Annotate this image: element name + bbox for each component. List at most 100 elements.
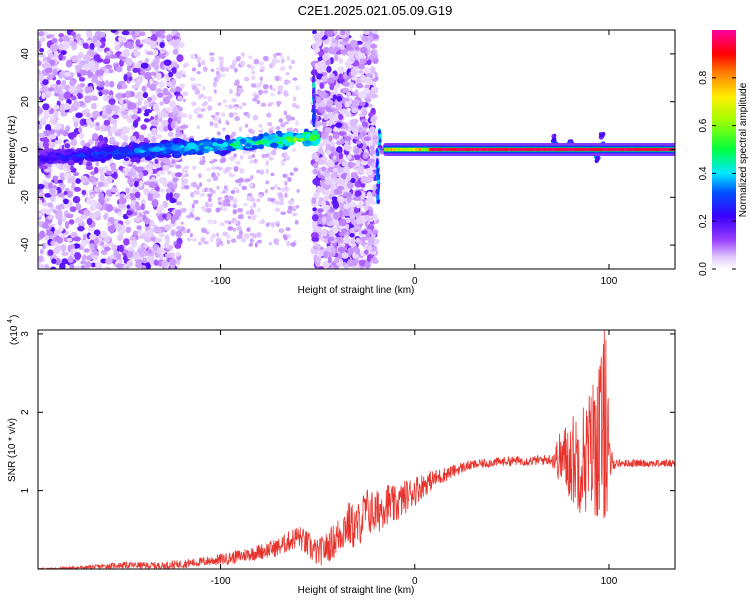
heatmap-cell [157,154,166,158]
heatmap-cell [63,35,69,43]
heatmap-cell [250,83,257,88]
heatmap-cell [350,178,356,184]
heatmap-cell [274,201,281,205]
heatmap-cell [191,101,197,107]
heatmap-cell [230,189,236,195]
heatmap-cell [286,116,291,122]
heatmap-cell [75,178,81,184]
heatmap-cell [127,171,134,177]
heatmap-cell [203,241,209,245]
heatmap-cell [163,73,169,78]
heatmap-cell [354,247,361,255]
heatmap-cell [195,106,202,112]
heatmap-cell [104,246,111,252]
heatmap-cell [264,188,268,194]
heatmap-cell [366,228,372,235]
heatmap-cell [91,110,100,118]
heatmap-cell [58,37,64,43]
heatmap-cell [119,244,124,253]
heatmap-cell [135,77,142,86]
heatmap-cell [209,160,215,164]
heatmap-cell [189,138,195,142]
heatmap-cell [335,235,343,241]
heatmap-cell [357,63,365,70]
heatmap-cell [225,199,231,204]
heatmap-cell [233,153,237,158]
heatmap-cell [284,121,289,125]
heatmap-cell [102,89,110,95]
heatmap-cell [215,207,221,213]
heatmap-cell [156,88,163,93]
heatmap-cell [315,121,322,127]
heatmap-cell [115,223,123,231]
heatmap-cell [322,216,327,224]
heatmap-cell [238,126,243,132]
heatmap-cell [69,86,77,92]
heatmap-cell [40,37,46,42]
heatmap-cell [228,195,234,200]
heatmap-cell [158,232,165,238]
heatmap-cell [117,203,126,209]
heatmap-cell [262,136,269,141]
heatmap-cell [103,119,111,126]
heatmap-cell [314,154,320,163]
heatmap-cell [85,112,92,118]
heatmap-cell [337,131,346,136]
heatmap-cell [38,53,46,58]
heatmap-cell [153,63,160,71]
heatmap-cell [144,218,151,225]
heatmap-cell [251,214,256,221]
heatmap-cell [42,140,49,149]
heatmap-cell [127,144,134,150]
heatmap-cell [190,53,196,60]
heatmap-cell [369,131,374,139]
heatmap-cell [99,199,105,206]
heatmap-cell [103,126,110,132]
heatmap-cell [121,103,129,110]
heatmap-cell [55,204,64,211]
heatmap-cell [150,40,156,49]
heatmap-cell [69,41,77,47]
heatmap-cell [90,199,98,208]
heatmap-cell [38,212,43,218]
heatmap-cell [224,220,230,224]
heatmap-cell [312,114,316,120]
heatmap-cell [360,74,365,82]
heatmap-cell [282,173,287,178]
heatmap-cell [349,233,355,238]
heatmap-cell [115,263,124,269]
heatmap-cell [360,175,369,184]
heatmap-cell [214,122,219,129]
heatmap-cell [346,91,352,98]
heatmap-cell [57,138,63,145]
heatmap-cell [343,237,351,244]
heatmap-cell [260,102,267,107]
heatmap-cell [96,80,101,87]
heatmap-cell [364,249,369,255]
heatmap-cell [126,41,134,47]
heatmap-cell [60,216,67,222]
heatmap-cell [319,143,324,148]
heatmap-cell [165,187,171,194]
heatmap-cell [103,214,108,220]
heatmap-cell [337,102,343,109]
heatmap-cell [170,121,176,129]
heatmap-cell [107,175,113,184]
heatmap-cell [351,107,359,114]
heatmap-cell [283,235,288,241]
heatmap-cell [212,219,217,225]
heatmap-cell [285,155,290,161]
heatmap-cell [340,49,348,54]
heatmap-cell [74,251,82,260]
heatmap-cell [230,238,237,243]
heatmap-cell [133,94,140,99]
heatmap-cell [132,67,139,73]
heatmap-cell [343,143,350,151]
heatmap-cell [38,149,44,155]
heatmap-cell [123,171,129,176]
heatmap-cell [121,114,129,120]
heatmap-cell [176,225,182,231]
heatmap-cell [221,150,231,154]
heatmap-cell [262,84,269,90]
heatmap-cell [258,123,263,128]
